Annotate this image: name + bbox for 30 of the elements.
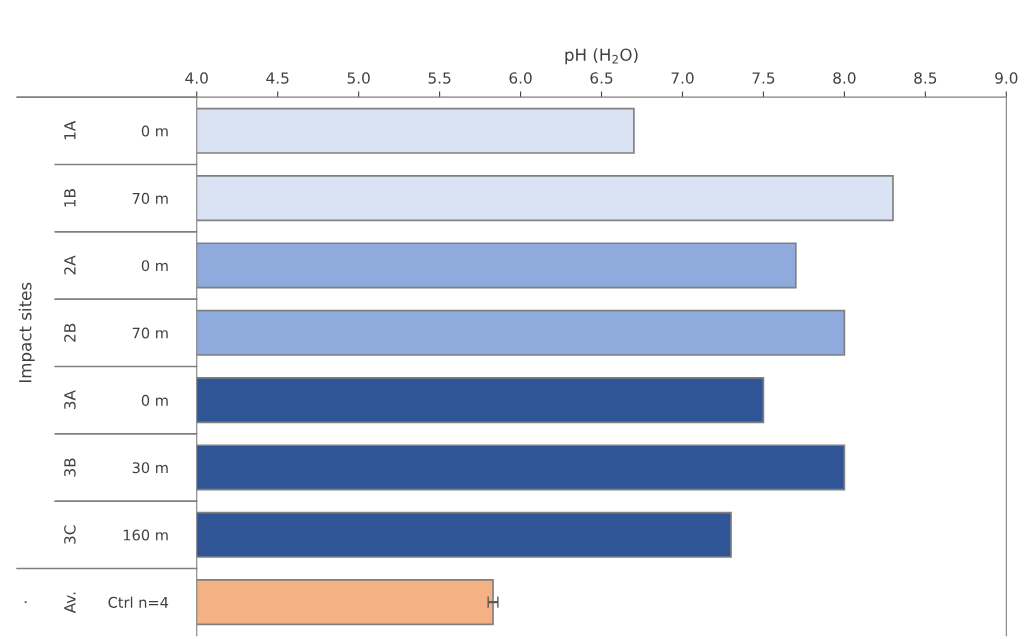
- x-tick-label: 6.5: [590, 72, 613, 84]
- x-tick-label: 6.0: [509, 72, 532, 84]
- text: Av.: [64, 592, 76, 614]
- x-axis-title: pH (H$_{2}$O): [565, 48, 638, 65]
- y-tick-label: 160 m: [123, 529, 168, 541]
- text: 3A: [64, 390, 76, 410]
- x-tick-label: 5.0: [347, 72, 370, 84]
- text: 1A: [64, 120, 76, 140]
- x-tick-label: 4.0: [185, 72, 208, 84]
- y-tick-label: Ctrl n=4: [108, 596, 169, 608]
- text: 2B: [64, 323, 76, 342]
- text: 3B: [64, 458, 76, 477]
- y-tick-label: 70 m: [132, 192, 168, 204]
- x-tick-label: 8.0: [833, 72, 856, 84]
- x-tick-label: 4.5: [266, 72, 289, 84]
- y-tick-label: 0 m: [141, 394, 168, 406]
- y-tick-label: 0 m: [141, 260, 168, 272]
- y-tick-label: 30 m: [132, 462, 168, 474]
- x-tick-label: 7.0: [671, 72, 694, 84]
- x-tick-label: 8.5: [914, 72, 937, 84]
- y-tick-label: 70 m: [132, 327, 168, 339]
- y-axis-title: Impact sites: [18, 282, 35, 383]
- x-tick-label: 9.0: [995, 72, 1018, 84]
- text: 2A: [64, 255, 76, 275]
- y-tick-label: 0 m: [141, 125, 168, 137]
- x-tick-label: 5.5: [428, 72, 451, 84]
- text: ·: [24, 601, 27, 603]
- text: 3C: [64, 525, 76, 544]
- x-tick-label: 7.5: [752, 72, 775, 84]
- text: 1B: [64, 189, 76, 207]
